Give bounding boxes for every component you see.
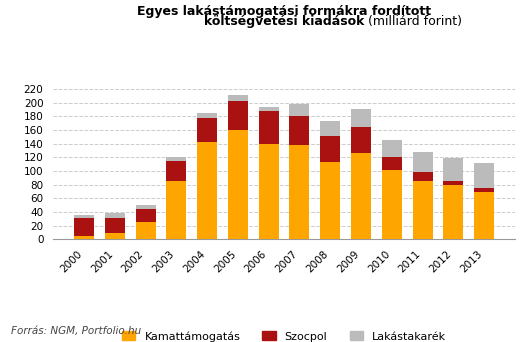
Bar (413, 172, 433, 181)
Bar (135, 209, 156, 222)
Bar (474, 188, 494, 192)
Bar (197, 118, 217, 142)
Bar (382, 157, 402, 170)
Bar (351, 127, 371, 153)
Bar (289, 145, 310, 239)
Bar (197, 113, 217, 118)
Bar (74, 236, 94, 239)
Bar (320, 136, 340, 162)
Text: (milliárd forint): (milliárd forint) (364, 15, 463, 28)
Text: költségvetési kiadások: költségvetési kiadások (204, 15, 364, 28)
Bar (105, 218, 125, 233)
Bar (197, 142, 217, 239)
Bar (443, 185, 464, 239)
Bar (135, 205, 156, 209)
Bar (320, 121, 340, 136)
Bar (105, 233, 125, 239)
Bar (259, 107, 279, 111)
Bar (382, 170, 402, 239)
Bar (443, 158, 464, 181)
Bar (259, 144, 279, 239)
Bar (259, 111, 279, 144)
Bar (413, 152, 433, 172)
Bar (289, 116, 310, 145)
Bar (320, 162, 340, 239)
Legend: Kamattámogatás, Szocpol, Lakástakarék: Kamattámogatás, Szocpol, Lakástakarék (118, 327, 450, 342)
Text: Forrás: NGM, Portfolio.hu: Forrás: NGM, Portfolio.hu (11, 326, 141, 336)
Bar (166, 181, 186, 239)
Bar (228, 101, 248, 130)
Bar (166, 161, 186, 181)
Bar (382, 140, 402, 157)
Bar (228, 95, 248, 101)
Bar (166, 157, 186, 161)
Bar (474, 163, 494, 188)
Bar (351, 153, 371, 239)
Bar (413, 181, 433, 239)
Bar (105, 213, 125, 218)
Text: Egyes lakástámogatási formákra fordított: Egyes lakástámogatási formákra fordított (137, 5, 431, 18)
Bar (74, 215, 94, 218)
Bar (135, 222, 156, 239)
Bar (74, 218, 94, 236)
Bar (351, 109, 371, 127)
Bar (289, 104, 310, 116)
Bar (474, 192, 494, 239)
Bar (228, 130, 248, 239)
Bar (443, 181, 464, 185)
